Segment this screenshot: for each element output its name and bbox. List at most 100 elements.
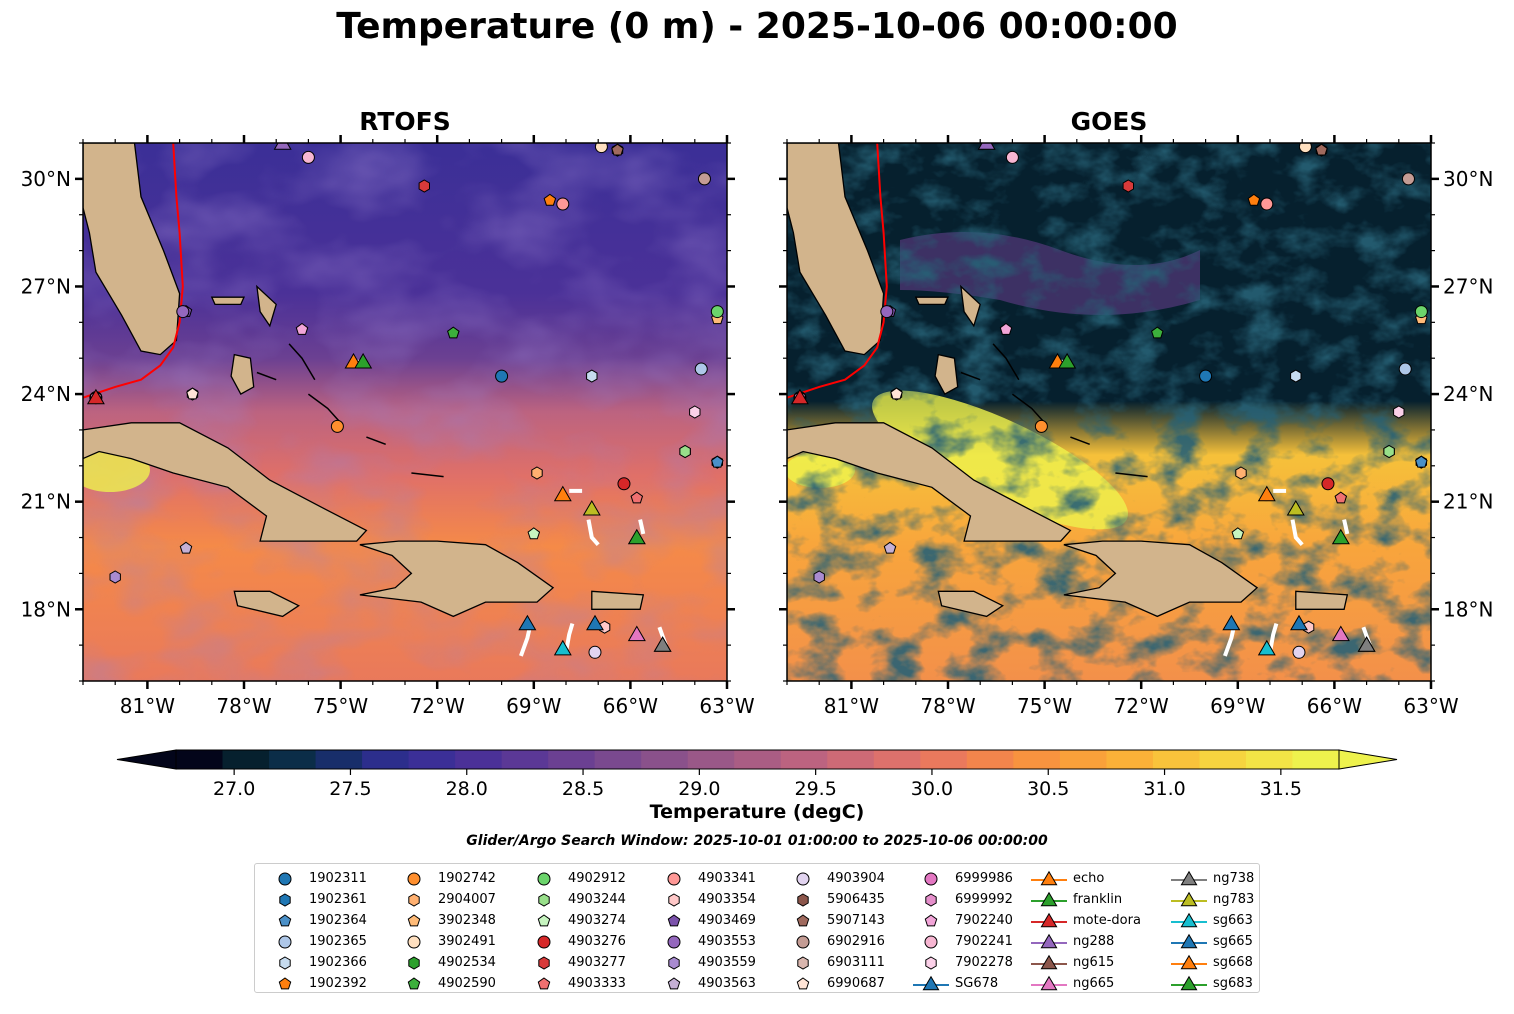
legend-marker bbox=[1171, 870, 1207, 886]
y-tick-label-right: 18°N bbox=[1443, 597, 1493, 621]
x-tick-label: 75°W bbox=[1017, 694, 1072, 718]
legend-label: 7902240 bbox=[955, 913, 1013, 928]
legend-marker bbox=[667, 914, 681, 927]
glider-sg668 bbox=[553, 485, 572, 502]
argo-float-4903563 bbox=[883, 541, 897, 554]
legend-label: ng738 bbox=[1213, 871, 1255, 886]
x-tick-label: 81°W bbox=[120, 694, 175, 718]
argo-float-4903277 bbox=[418, 179, 430, 193]
legend-marker bbox=[279, 956, 291, 970]
colorbar-bin bbox=[315, 750, 363, 769]
legend-marker bbox=[278, 872, 292, 886]
bahamas-island-0 bbox=[288, 343, 316, 381]
glider-mote-dora bbox=[790, 388, 809, 405]
legend-label: 5907143 bbox=[827, 913, 885, 928]
legend-label: 4903274 bbox=[568, 913, 626, 928]
argo-float-4903244 bbox=[679, 444, 691, 459]
legend-marker bbox=[667, 977, 681, 990]
legend-label: 6999986 bbox=[955, 871, 1013, 886]
colorbar-bin bbox=[1013, 750, 1061, 769]
legend-marker bbox=[797, 956, 809, 970]
y-tick-label-right: 24°N bbox=[1443, 382, 1493, 406]
argo-float-7902240 bbox=[295, 322, 309, 335]
glider-franklin bbox=[354, 352, 373, 369]
y-tick-label-right: 21°N bbox=[1443, 490, 1493, 514]
argo-float-1902742 bbox=[330, 419, 344, 433]
colorbar-bin bbox=[641, 750, 689, 769]
bahamas-island-3 bbox=[1115, 472, 1148, 478]
legend-marker bbox=[1171, 975, 1207, 991]
colorbar-extend-low bbox=[116, 749, 177, 770]
legend-label: 6902916 bbox=[827, 934, 885, 949]
legend-marker bbox=[407, 977, 421, 990]
y-tick-label-right: 27°N bbox=[1443, 274, 1493, 298]
legend-label: SG678 bbox=[955, 976, 999, 991]
glider-ng783 bbox=[582, 500, 601, 516]
glider-track-1 bbox=[564, 623, 575, 653]
colorbar-tick-label: 28.0 bbox=[446, 778, 488, 800]
legend-label: 4903333 bbox=[568, 976, 626, 991]
legend-marker bbox=[667, 872, 681, 886]
argo-float-2904007 bbox=[1235, 466, 1247, 480]
legend-label: 6990687 bbox=[827, 976, 885, 991]
legend-marker bbox=[407, 914, 421, 927]
x-tick-label: 72°W bbox=[410, 694, 465, 718]
legend-marker bbox=[797, 893, 809, 907]
argo-float-4902912 bbox=[710, 305, 724, 319]
argo-float-1902392 bbox=[1247, 193, 1261, 206]
legend-label: 1902361 bbox=[309, 892, 367, 907]
argo-float-1902366 bbox=[1290, 369, 1302, 383]
legend-label: 4902534 bbox=[438, 955, 496, 970]
argo-float-5907143 bbox=[611, 143, 624, 156]
x-tick-label: 66°W bbox=[1307, 694, 1362, 718]
legend-label: 7902241 bbox=[955, 934, 1013, 949]
argo-float-4903333 bbox=[1334, 491, 1348, 504]
colorbar-label: Temperature (degC) bbox=[649, 801, 865, 823]
glider-franklin bbox=[1058, 352, 1077, 369]
colorbar-bin bbox=[1152, 750, 1201, 769]
legend-marker bbox=[1031, 870, 1067, 886]
legend-label: 7902278 bbox=[955, 955, 1013, 970]
argo-float-4902590 bbox=[447, 326, 460, 339]
argo-float-4903276 bbox=[1321, 477, 1335, 491]
legend-marker bbox=[537, 977, 551, 990]
glider-track-2 bbox=[586, 519, 600, 547]
colorbar-bin bbox=[548, 750, 596, 769]
land-rtofs bbox=[83, 143, 645, 618]
argo-float-7902240 bbox=[999, 322, 1013, 335]
legend-label: 4903277 bbox=[568, 955, 626, 970]
land-hispaniola bbox=[1063, 540, 1259, 618]
x-tick-label: 78°W bbox=[920, 694, 975, 718]
legend-marker bbox=[278, 977, 292, 990]
x-tick-label: 72°W bbox=[1114, 694, 1169, 718]
argo-float-4903904 bbox=[1292, 645, 1306, 659]
argo-float-6990687 bbox=[890, 387, 903, 400]
glider-ng288 bbox=[977, 143, 996, 150]
legend-label: ng783 bbox=[1213, 892, 1255, 907]
colorbar-bin bbox=[780, 750, 828, 769]
markers-rtofs bbox=[86, 143, 724, 659]
panel-title-rtofs: RTOFS bbox=[359, 107, 451, 136]
legend-label: 4903559 bbox=[698, 955, 756, 970]
legend-marker bbox=[796, 935, 810, 949]
colorbar-bin bbox=[501, 750, 549, 769]
land-andros bbox=[230, 353, 255, 395]
glider-sg668 bbox=[1257, 485, 1276, 502]
legend: 1902311 1902361 1902364 1902365 1902366 19023… bbox=[254, 863, 1260, 993]
argo-float-4902590 bbox=[1151, 326, 1164, 339]
glider-SG678 bbox=[518, 614, 537, 631]
glider-track-1 bbox=[1268, 623, 1279, 653]
glider-sg683 bbox=[627, 528, 646, 545]
colorbar-tick-label: 31.5 bbox=[1260, 778, 1302, 800]
legend-label: 1902364 bbox=[309, 913, 367, 928]
legend-label: 3902348 bbox=[438, 913, 496, 928]
bahamas-island-1 bbox=[307, 393, 342, 424]
bahamas-island-4 bbox=[256, 371, 277, 381]
legend-marker bbox=[668, 893, 680, 907]
legend-marker bbox=[538, 956, 550, 970]
colorbar-tick-label: 28.5 bbox=[562, 778, 604, 800]
legend-marker bbox=[278, 914, 292, 927]
colorbar-bin bbox=[966, 750, 1014, 769]
legend-label: 4903341 bbox=[698, 871, 756, 886]
argo-float-1902366 bbox=[586, 369, 598, 383]
